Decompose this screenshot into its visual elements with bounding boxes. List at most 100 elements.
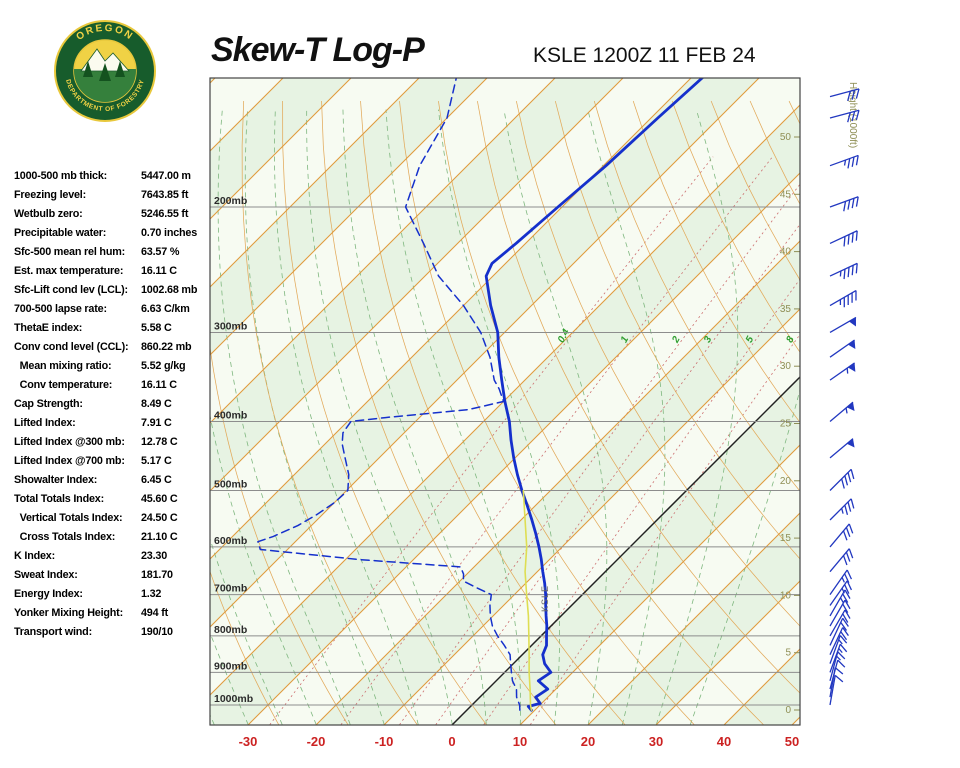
dry-adiabat-line (477, 100, 800, 694)
wind-barb (829, 627, 849, 655)
wind-barb-feather (845, 527, 851, 537)
wind-barb-feather (847, 472, 852, 483)
wind-barb-feather (842, 555, 848, 566)
wind-barb-staff (829, 659, 839, 690)
height-tick-label: 35 (780, 304, 792, 315)
indices-panel: 1000-500 mb thick: 5447.00 m Freezing leve… (14, 167, 212, 642)
wind-barb-staff (829, 401, 854, 422)
wind-barb-staff (829, 468, 852, 491)
index-row: Conv cond level (CCL): 860.22 mb (14, 338, 212, 357)
logo-tree-icon (99, 63, 111, 81)
height-tick-label: 0 (785, 705, 791, 716)
index-row: Conv temperature: 16.11 C (14, 376, 212, 395)
wind-barb-feather (846, 569, 853, 580)
wind-barb-feather (847, 91, 851, 102)
temp-axis-label: -20 (307, 734, 326, 749)
wind-barb (829, 262, 858, 280)
wind-barb-feather (851, 111, 856, 122)
height-axis-title: Height (1000ft) (847, 82, 858, 148)
plot-border (209, 77, 801, 726)
wind-barb (829, 674, 844, 706)
wind-barb (829, 109, 860, 123)
wind-barb-half-feather (843, 159, 847, 166)
mixing-ratio-line (529, 333, 800, 725)
isotherm-line (655, 580, 800, 725)
pressure-label: 400mb (214, 409, 247, 421)
wind-barb (829, 569, 853, 595)
wind-barb (829, 339, 856, 358)
temperature-axis: -30 -20 -10 0 10 20 30 40 50 (239, 734, 800, 749)
temp-axis-label: 10 (513, 734, 527, 749)
wind-barb-feather (846, 580, 853, 591)
temp-axis-label: 0 (448, 734, 455, 749)
pressure-label: 1000mb (214, 693, 253, 705)
wind-barb-feather (839, 643, 848, 653)
wind-barb (829, 548, 854, 573)
index-label: Est. max temperature: (14, 265, 124, 277)
height-tick-label: 15 (780, 533, 792, 544)
pressure-label: 300mb (214, 320, 247, 332)
dry-adiabat-line (867, 101, 960, 725)
temp-axis-label: 40 (717, 734, 731, 749)
index-row: Energy Index: 1.32 (14, 585, 212, 604)
wind-barb-feather (847, 267, 850, 278)
wind-barb (829, 316, 857, 334)
index-label: Sweat Index: (14, 569, 78, 581)
wind-barb-feather (843, 269, 846, 280)
wind-barb-feather (840, 631, 848, 641)
index-row: Sfc-500 mean rel hum: 63.57 % (14, 243, 212, 262)
index-value: 45.60 C (141, 493, 178, 505)
odf-logo: OREGON DEPARTMENT OF FORESTRY (54, 20, 156, 122)
wind-barb-half-feather (838, 647, 843, 654)
page-title: Skew-T Log-P (211, 31, 425, 69)
moist-adiabat-line (210, 713, 215, 725)
temp-axis-label: 30 (649, 734, 663, 749)
wind-barbs (829, 88, 860, 706)
dry-adiabat-line (671, 100, 800, 353)
wind-barb-feather (844, 599, 851, 610)
dry-adiabat-line (515, 100, 800, 627)
pressure-levels: 200mb 300mb 400mb 500mb 600mb 700mb 800mb 900mb… (210, 195, 800, 706)
dry-adiabat-line (632, 100, 800, 423)
index-label: K Index: (14, 550, 55, 562)
wind-barb-feather (839, 635, 848, 644)
wind-barb-half-feather (841, 577, 845, 583)
index-label: 700-500 lapse rate: (14, 303, 107, 315)
pressure-label: 900mb (214, 660, 247, 672)
temp-axis-label: -30 (239, 734, 258, 749)
wind-barb (829, 196, 859, 212)
wind-barb-feather (855, 263, 858, 274)
temp-axis-label: -10 (375, 734, 394, 749)
dry-adiabat-line (906, 101, 960, 725)
index-value: 860.22 mb (141, 341, 192, 353)
dry-adiabat-line (360, 101, 626, 725)
index-value: 5.58 C (141, 322, 172, 334)
moist-adiabat-line (274, 109, 419, 725)
wind-barb (829, 635, 848, 664)
index-row: Cap Strength: 8.49 C (14, 395, 212, 414)
index-row: Lifted Index @700 mb: 5.17 C (14, 452, 212, 471)
dry-adiabat-line (282, 101, 487, 725)
index-label: Cap Strength: (14, 398, 83, 410)
moist-adiabat-line (503, 109, 608, 725)
wind-barb-feather (851, 89, 856, 100)
index-label: Total Totals Index: (14, 493, 104, 505)
index-row: Wetbulb zero: 5246.55 ft (14, 205, 212, 224)
index-label: Sfc-Lift cond lev (LCL): (14, 284, 128, 296)
temperature-trace (484, 78, 705, 712)
isotherm-zero-line (451, 375, 800, 725)
index-label: Transport wind: (14, 626, 92, 638)
index-row: Sfc-Lift cond lev (LCL): 1002.68 mb (14, 281, 212, 300)
wind-barb-feather (847, 234, 850, 245)
wind-barb (829, 589, 851, 617)
height-tick-label: 50 (780, 132, 792, 143)
inline-station-label: KSLE (540, 585, 550, 612)
isotherm-band (210, 78, 800, 695)
isotherm-band (792, 717, 800, 725)
wind-barb (829, 401, 855, 422)
temp-axis-label: 20 (581, 734, 595, 749)
wind-barb-feather (842, 530, 848, 541)
isotherm-line (519, 444, 800, 725)
wind-barb-pennant (848, 340, 856, 349)
